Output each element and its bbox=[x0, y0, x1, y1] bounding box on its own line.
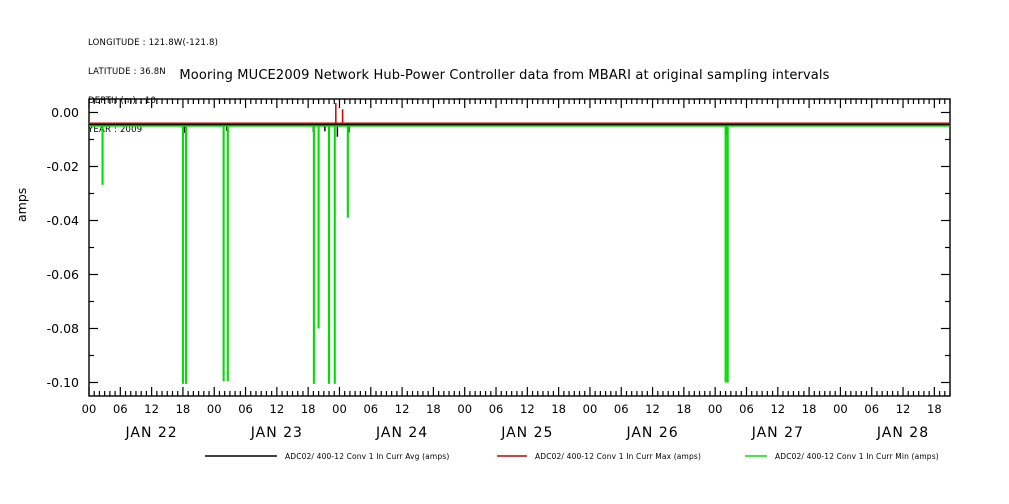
x-tick-label: 06 bbox=[113, 402, 128, 416]
x-tick-label: 06 bbox=[739, 402, 754, 416]
x-tick-label: 06 bbox=[363, 402, 378, 416]
x-tick-label: 18 bbox=[677, 402, 692, 416]
y-tick-label: -0.02 bbox=[47, 159, 79, 174]
y-tick-label: -0.06 bbox=[47, 267, 79, 282]
x-tick-label: 06 bbox=[489, 402, 504, 416]
legend-item: ADC02/ 400-12 Conv 1 In Curr Avg (amps) bbox=[205, 452, 449, 461]
series-min bbox=[89, 125, 950, 384]
x-tick-label: 06 bbox=[864, 402, 879, 416]
legend-item: ADC02/ 400-12 Conv 1 In Curr Max (amps) bbox=[497, 452, 701, 461]
x-day-label: JAN 23 bbox=[250, 425, 303, 441]
x-tick-label: 18 bbox=[426, 402, 441, 416]
x-day-label: JAN 27 bbox=[751, 425, 804, 441]
x-tick-label: 00 bbox=[332, 402, 347, 416]
y-tick-label: 0.00 bbox=[51, 105, 79, 120]
x-tick-label: 12 bbox=[770, 402, 785, 416]
station-metadata: LONGITUDE : 121.8W(-121.8) LATITUDE : 36… bbox=[88, 20, 218, 154]
x-tick-label: 00 bbox=[833, 402, 848, 416]
x-tick-label: 00 bbox=[708, 402, 723, 416]
legend-item: ADC02/ 400-12 Conv 1 In Curr Min (amps) bbox=[745, 452, 939, 461]
legend-label: ADC02/ 400-12 Conv 1 In Curr Max (amps) bbox=[535, 452, 701, 461]
depth-text: DEPTH (m) : 10 bbox=[88, 95, 157, 106]
latitude-text: LATITUDE : 36.8N bbox=[88, 66, 166, 77]
x-day-label: JAN 26 bbox=[625, 425, 678, 441]
x-tick-label: 18 bbox=[802, 402, 817, 416]
x-tick-label: 12 bbox=[144, 402, 159, 416]
x-tick-label: 12 bbox=[270, 402, 285, 416]
legend-label: ADC02/ 400-12 Conv 1 In Curr Min (amps) bbox=[775, 452, 939, 461]
x-tick-label: 06 bbox=[238, 402, 253, 416]
x-tick-label: 12 bbox=[645, 402, 660, 416]
x-day-label: JAN 22 bbox=[125, 425, 178, 441]
x-tick-label: 12 bbox=[395, 402, 410, 416]
x-tick-label: 00 bbox=[457, 402, 472, 416]
x-tick-label: 18 bbox=[301, 402, 316, 416]
longitude-text: LONGITUDE : 121.8W(-121.8) bbox=[88, 38, 219, 49]
x-day-label: JAN 28 bbox=[876, 425, 929, 441]
y-tick-label: -0.08 bbox=[47, 321, 79, 336]
x-tick-label: 06 bbox=[614, 402, 629, 416]
y-tick-label: -0.04 bbox=[47, 213, 79, 228]
x-tick-label: 00 bbox=[82, 402, 97, 416]
x-tick-label: 12 bbox=[896, 402, 911, 416]
x-tick-label: 00 bbox=[583, 402, 598, 416]
x-tick-label: 12 bbox=[520, 402, 535, 416]
x-day-label: JAN 24 bbox=[375, 425, 428, 441]
x-tick-label: 00 bbox=[207, 402, 222, 416]
x-tick-label: 18 bbox=[551, 402, 566, 416]
plot-frame bbox=[88, 98, 951, 397]
x-tick-label: 18 bbox=[927, 402, 942, 416]
page-title: Mooring MUCE2009 Network Hub-Power Contr… bbox=[179, 68, 830, 83]
legend-label: ADC02/ 400-12 Conv 1 In Curr Avg (amps) bbox=[285, 452, 449, 461]
year-text: YEAR : 2009 bbox=[88, 124, 143, 135]
x-day-label: JAN 25 bbox=[500, 425, 553, 441]
series-max bbox=[89, 103, 950, 125]
y-tick-label: -0.10 bbox=[47, 375, 79, 390]
x-tick-label: 18 bbox=[176, 402, 191, 416]
